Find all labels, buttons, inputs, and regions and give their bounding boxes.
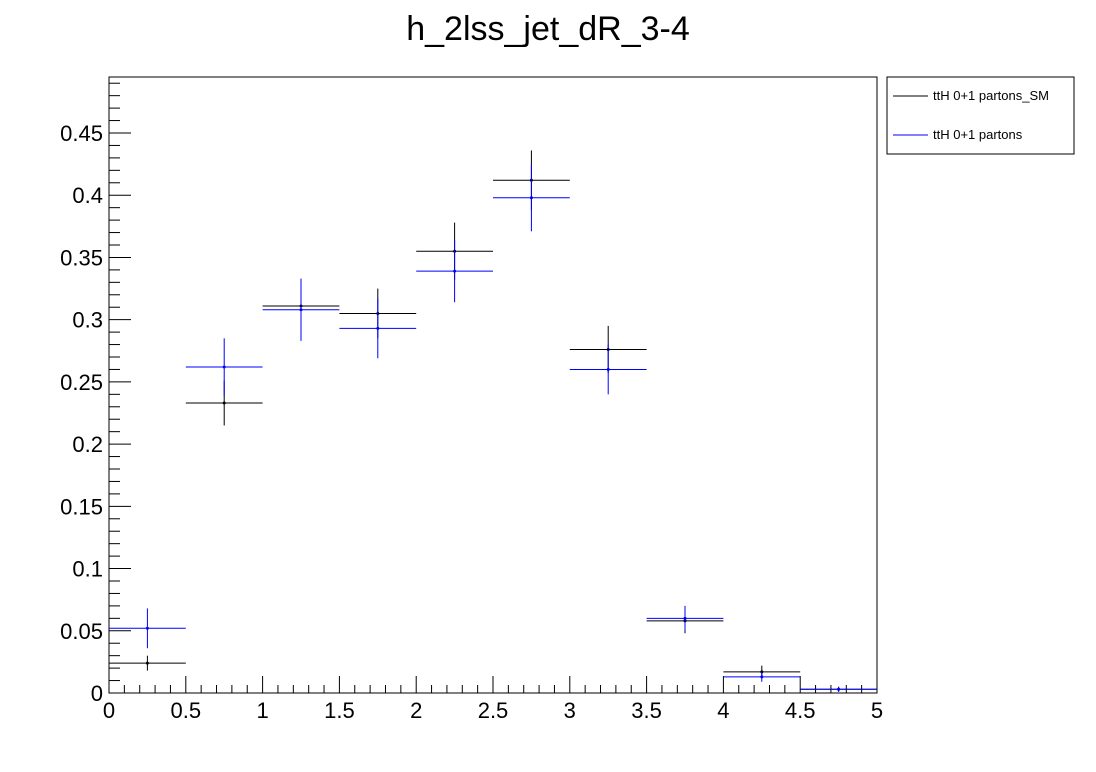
y-tick-label: 0.1	[72, 557, 103, 582]
y-tick-label: 0.3	[72, 308, 103, 333]
x-tick-label: 4.5	[785, 698, 816, 723]
data-point	[683, 616, 687, 620]
data-point	[606, 367, 610, 371]
y-tick-label: 0.15	[60, 494, 103, 519]
legend-label-partons: ttH 0+1 partons	[933, 127, 1023, 142]
x-tick-label: 0.5	[171, 698, 202, 723]
x-tick-label: 0	[103, 698, 115, 723]
y-tick-label: 0.25	[60, 370, 103, 395]
data-point	[222, 365, 226, 369]
y-tick-label: 0.05	[60, 619, 103, 644]
x-tick-label: 2.5	[478, 698, 509, 723]
y-tick-label: 0	[91, 681, 103, 706]
data-point	[145, 661, 149, 665]
axes: 0 0.5 1 1.5 2 2.5 3 3.5 4 4.5 5 0 0.05 0.1 0.15 0.2 0.25…	[60, 82, 883, 723]
y-tick-label: 0.2	[72, 432, 103, 457]
series-group	[109, 150, 877, 692]
chart-title: h_2lss_jet_dR_3-4	[406, 10, 690, 48]
y-tick-label: 0.35	[60, 245, 103, 270]
x-tick-label: 1.5	[324, 698, 355, 723]
x-tick-label: 5	[871, 698, 883, 723]
x-tick-label: 3.5	[631, 698, 662, 723]
data-point	[453, 269, 457, 273]
legend: ttH 0+1 partons_SM ttH 0+1 partons	[886, 76, 1075, 155]
data-point	[222, 401, 226, 405]
data-point	[837, 687, 841, 691]
data-point	[145, 626, 149, 630]
legend-box	[886, 76, 1075, 155]
data-point	[760, 675, 764, 679]
data-point	[376, 326, 380, 330]
data-point	[299, 308, 303, 312]
x-tick-label: 1	[256, 698, 268, 723]
x-tick-label: 3	[564, 698, 576, 723]
y-tick-label: 0.45	[60, 121, 103, 146]
y-tick-label: 0.4	[72, 183, 103, 208]
legend-label-sm: ttH 0+1 partons_SM	[933, 88, 1049, 103]
x-tick-label: 4	[717, 698, 729, 723]
series-0	[109, 150, 877, 692]
series-1	[109, 164, 877, 692]
data-point	[529, 196, 533, 200]
x-tick-label: 2	[410, 698, 422, 723]
